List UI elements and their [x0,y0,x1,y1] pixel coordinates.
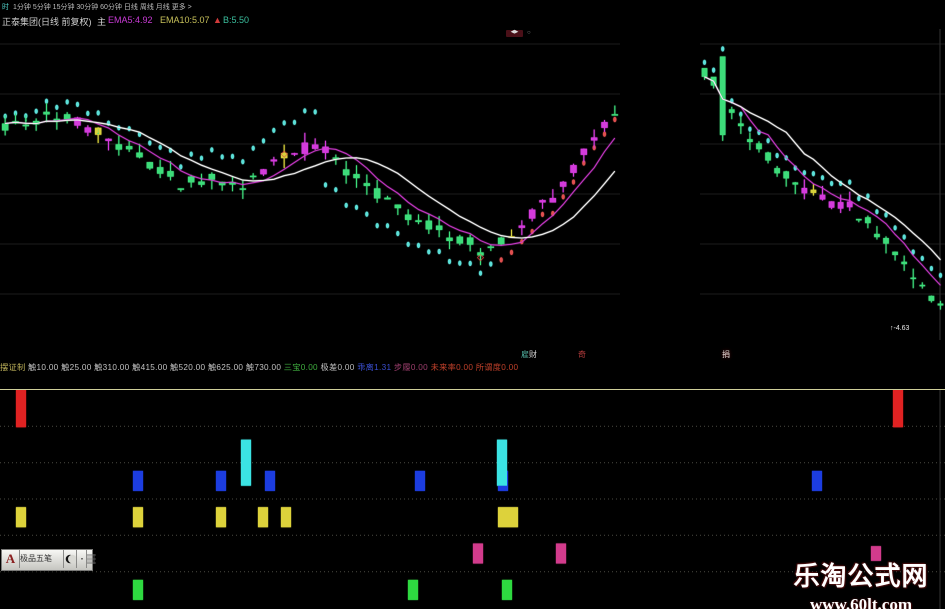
svg-text:↓: ↓ [24,113,29,123]
svg-text:◇: ◇ [281,149,288,159]
svg-text:↓: ↓ [96,126,101,136]
svg-text:◇: ◇ [477,252,484,262]
svg-text:↓: ↓ [365,178,370,188]
